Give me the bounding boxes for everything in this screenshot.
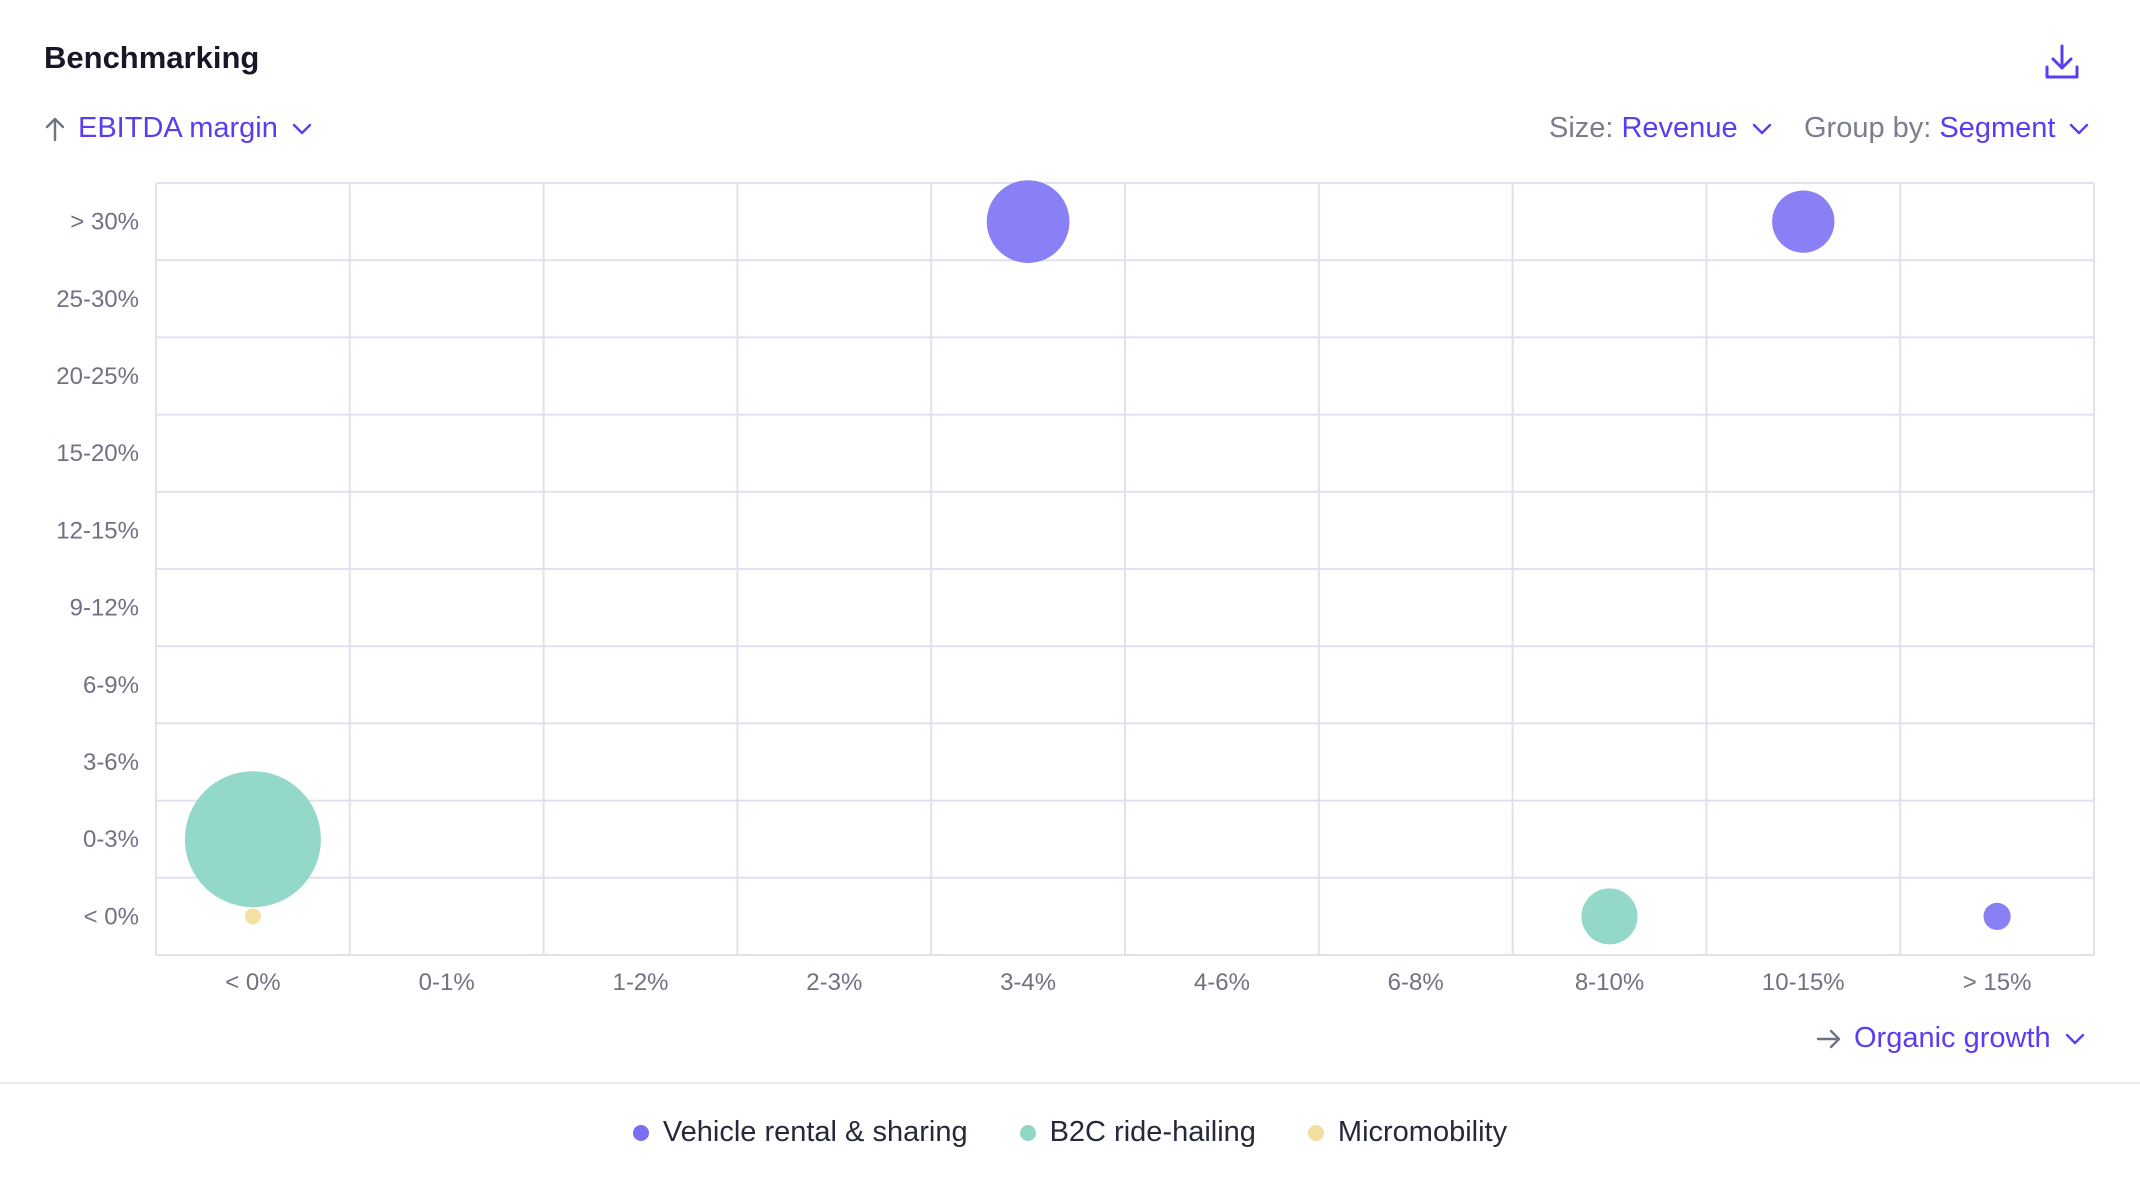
chevron-down-icon (2065, 1033, 2084, 1044)
y-axis-selector-value: EBITDA margin (78, 112, 278, 144)
size-selector-value: Revenue (1621, 112, 1738, 144)
chart-legend: Vehicle rental & sharing B2C ride-hailin… (0, 1116, 2140, 1149)
legend-label: Micromobility (1337, 1116, 1508, 1148)
x-axis-selector[interactable]: Organic growth (1816, 1022, 2085, 1055)
y-tick-label: 15-20% (56, 440, 139, 467)
chart-tick-labels: < 0% 0-1% 1-2% 2-3% 3-4% 4-6% 6-8% 8-10% 10-15% >… (56, 209, 2031, 996)
arrow-right-icon (1816, 1029, 1841, 1048)
size-selector-label: Size: (1549, 112, 1614, 144)
x-tick-label: > 15% (1963, 969, 2032, 996)
chevron-down-icon (292, 123, 312, 134)
y-axis-selector[interactable]: EBITDA margin (44, 112, 312, 145)
chevron-down-icon (1752, 123, 1771, 134)
x-tick-label: 4-6% (1194, 969, 1250, 996)
x-tick-label: 3-4% (1000, 969, 1056, 996)
chart-bubbles (184, 180, 2011, 945)
y-tick-label: 9-12% (70, 595, 139, 622)
chevron-down-icon (2070, 123, 2089, 134)
y-tick-label: 25-30% (56, 286, 139, 313)
download-icon (2045, 44, 2079, 79)
legend-dot (1307, 1124, 1324, 1141)
legend-item-vehicle-rental[interactable]: Vehicle rental & sharing (632, 1116, 968, 1149)
bubble-point (1983, 902, 2011, 931)
legend-dot (1019, 1124, 1036, 1141)
bubble-point (184, 771, 321, 908)
x-tick-label: 1-2% (612, 969, 668, 996)
x-tick-label: 6-8% (1388, 969, 1444, 996)
y-tick-label: > 30% (70, 209, 139, 236)
page-title: Benchmarking (44, 40, 260, 75)
x-tick-label: 10-15% (1762, 969, 1845, 996)
y-tick-label: 6-9% (83, 672, 139, 699)
y-tick-label: 3-6% (83, 749, 139, 776)
x-tick-label: 2-3% (806, 969, 862, 996)
bubble-point (244, 908, 261, 925)
x-tick-label: 8-10% (1575, 969, 1644, 996)
x-tick-label: 0-1% (419, 969, 475, 996)
y-tick-label: 12-15% (56, 517, 139, 544)
legend-item-b2c-ride-hailing[interactable]: B2C ride-hailing (1019, 1116, 1256, 1149)
x-tick-label: < 0% (225, 969, 280, 996)
legend-divider (0, 1082, 2140, 1084)
group-by-selector-value: Segment (1939, 112, 2056, 144)
legend-item-micromobility[interactable]: Micromobility (1307, 1116, 1508, 1149)
size-selector[interactable]: Size: Revenue (1549, 112, 1772, 145)
download-button[interactable] (2042, 40, 2082, 84)
chart-grid (155, 182, 2095, 956)
legend-label: Vehicle rental & sharing (662, 1116, 968, 1148)
x-axis-selector-value: Organic growth (1854, 1022, 2051, 1054)
group-by-selector-label: Group by: (1804, 112, 1932, 144)
legend-dot (632, 1124, 649, 1141)
y-tick-label: < 0% (84, 903, 139, 930)
bubble-point (1772, 190, 1835, 253)
legend-label: B2C ride-hailing (1049, 1116, 1256, 1148)
bubble-point (1581, 888, 1638, 945)
y-tick-label: 0-3% (83, 826, 139, 853)
group-by-selector[interactable]: Group by: Segment (1804, 112, 2089, 145)
y-tick-label: 20-25% (56, 363, 139, 390)
bubble-point (986, 180, 1070, 263)
arrow-up-icon (45, 117, 65, 141)
bubble-chart: < 0% 0-1% 1-2% 2-3% 3-4% 4-6% 6-8% 8-10% 10-15% >… (56, 180, 2095, 996)
